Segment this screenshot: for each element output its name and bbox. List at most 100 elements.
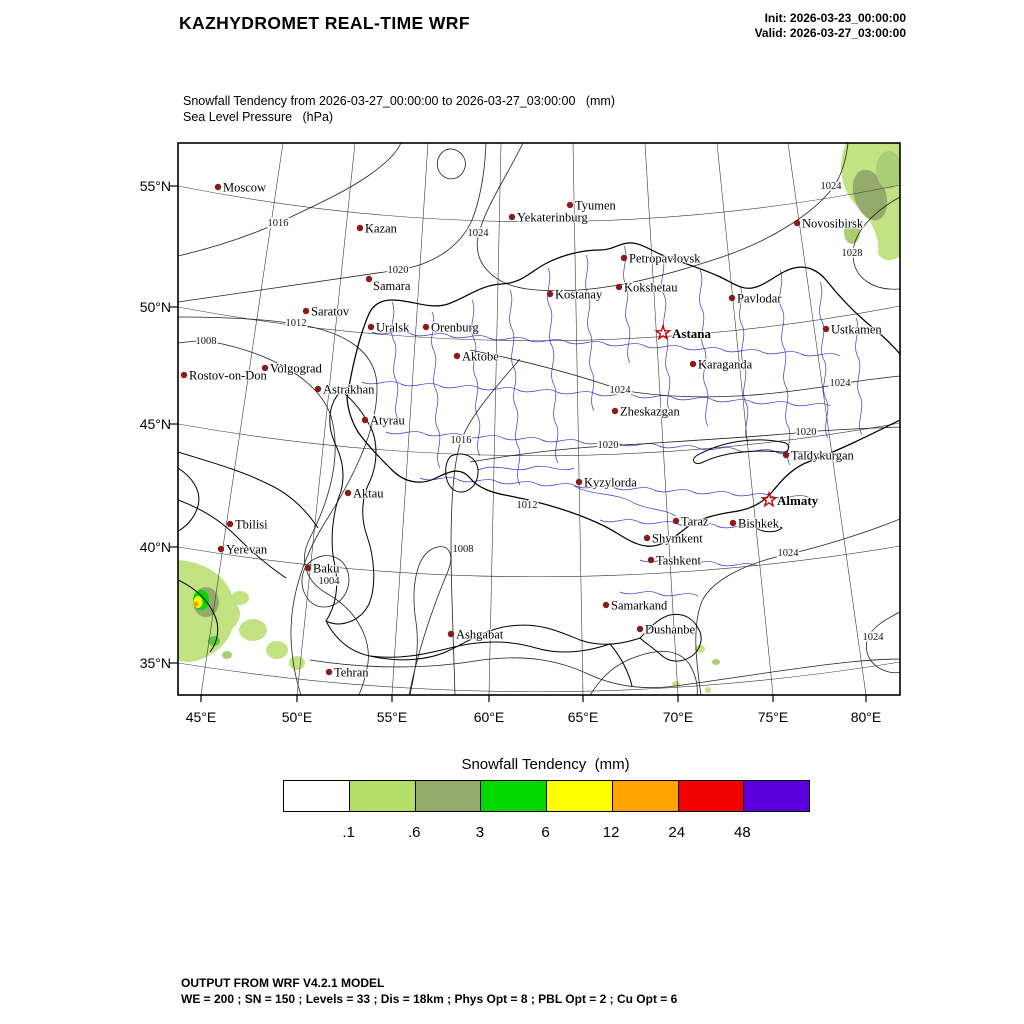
pressure-contour-label: 1020 <box>598 440 619 451</box>
city-orenburg: Orenburg <box>422 320 480 336</box>
city-label: Pavlodar <box>737 292 782 306</box>
legend-color-segment <box>744 781 809 811</box>
map-frame <box>177 142 901 696</box>
legend-color-segment <box>415 781 482 811</box>
city-yekaterinburg: Yekaterinburg <box>508 210 589 226</box>
city-petropavlovsk: Petropavlovsk <box>620 251 702 267</box>
city-label: Yerevan <box>226 543 268 557</box>
lon-axis-label: 65°E <box>568 709 599 725</box>
city-almaty: Almaty <box>760 490 820 509</box>
city-bishkek: Bishkek <box>729 516 781 532</box>
city-aktobe: Aktobe <box>453 349 500 365</box>
city-dot-icon <box>672 517 680 525</box>
legend-tick-label: 48 <box>734 824 751 841</box>
city-tehran: Tehran <box>325 665 370 681</box>
city-atyrau: Atyrau <box>361 413 406 429</box>
city-label: Kyzylorda <box>584 476 637 490</box>
city-moscow: Moscow <box>214 180 267 196</box>
city-taldykurgan: Taldykurgan <box>782 448 856 464</box>
legend-color-segment <box>349 781 416 811</box>
city-astana: Astana <box>654 323 713 342</box>
lat-axis-label: 55°N <box>140 178 171 194</box>
city-label: Yekaterinburg <box>517 211 588 225</box>
city-dot-icon <box>214 183 222 191</box>
pressure-contour-label: 1012 <box>286 318 307 329</box>
lon-axis-label: 70°E <box>663 709 694 725</box>
city-label: Orenburg <box>431 321 479 335</box>
city-aktau: Aktau <box>344 486 385 502</box>
city-dot-icon <box>729 519 737 527</box>
city-samara: Samara <box>365 275 412 294</box>
city-label: Tashkent <box>656 554 701 568</box>
city-uralsk: Uralsk <box>367 320 411 336</box>
city-label: Dushanbe <box>645 623 695 637</box>
city-dot-icon <box>620 254 628 262</box>
pressure-contour-label: 1016 <box>451 435 472 446</box>
graticule <box>178 143 900 695</box>
city-baku: Baku <box>304 561 341 577</box>
city-kostanay: Kostanay <box>546 287 604 303</box>
city-rostov-on-don: Rostov-on-Don <box>180 368 269 384</box>
city-label: Rostov-on-Don <box>189 369 268 383</box>
city-dot-icon <box>447 630 455 638</box>
pressure-contour-label: 1008 <box>196 336 217 347</box>
pressure-contour-label: 1020 <box>796 427 817 438</box>
city-dot-icon <box>453 352 461 360</box>
city-label: Petropavlovsk <box>629 252 701 266</box>
city-dot-icon <box>180 371 188 379</box>
city-label: Ashgabat <box>456 628 504 642</box>
city-label: Karaganda <box>698 358 753 372</box>
city-dot-icon <box>344 489 352 497</box>
city-label: Taldykurgan <box>791 449 855 463</box>
city-dot-icon <box>314 385 322 393</box>
city-dot-icon <box>643 534 651 542</box>
legend-tick-label: 3 <box>475 824 485 841</box>
pressure-contour-label: 1024 <box>821 181 843 192</box>
city-label: Tyumen <box>575 199 617 213</box>
city-dot-icon <box>566 201 574 209</box>
lon-axis-label: 45°E <box>186 709 217 725</box>
city-kyzylorda: Kyzylorda <box>575 475 638 491</box>
city-label: Atyrau <box>370 414 405 428</box>
map-axes: 55°N 50°N 45°N 40°N 35°N 45°E 50°E 55°E 60°E 65°E… <box>140 178 882 725</box>
city-tashkent: Tashkent <box>647 553 702 569</box>
city-label: Astrakhan <box>323 383 375 397</box>
city-novosibirsk: Novosibirsk <box>793 216 865 232</box>
city-star-icon <box>654 323 672 341</box>
lat-axis-label: 35°N <box>140 655 171 671</box>
city-label: Samara <box>373 279 411 293</box>
city-dot-icon <box>611 407 619 415</box>
city-label: Tbilisi <box>235 518 268 532</box>
city-dot-icon <box>647 556 655 564</box>
city-dot-icon <box>365 275 373 283</box>
legend-color-segment <box>678 781 745 811</box>
legend-tick-labels: .1 .6 3 6 12 24 48 <box>283 824 808 844</box>
lon-axis-label: 80°E <box>851 709 882 725</box>
city-star-icon <box>760 490 778 508</box>
city-tbilisi: Tbilisi <box>226 517 269 533</box>
legend-color-segment <box>547 781 613 811</box>
country-borders-coastlines <box>178 242 900 687</box>
legend-title: Snowfall Tendency (mm) <box>461 756 630 773</box>
admin-boundaries-rivers <box>361 245 863 597</box>
city-yerevan: Yerevan <box>217 542 269 558</box>
legend-colorbar <box>283 780 810 812</box>
city-label: Kokshetau <box>624 281 678 295</box>
pressure-contour-label: 1024 <box>468 228 490 239</box>
pressure-contour-label: 1024 <box>830 378 852 389</box>
city-karaganda: Karaganda <box>689 357 754 373</box>
city-label: Samarkand <box>611 599 668 613</box>
valid-time-label: Valid: 2026-03-27_03:00:00 <box>754 25 906 40</box>
city-dot-icon <box>602 601 610 609</box>
lon-axis-label: 55°E <box>377 709 408 725</box>
city-label: Almaty <box>777 493 819 508</box>
city-label: Saratov <box>311 305 350 319</box>
city-label: Aktau <box>353 487 384 501</box>
city-label: Kazan <box>365 222 398 236</box>
city-label: Zheskazgan <box>620 405 680 419</box>
city-dot-icon <box>356 224 364 232</box>
city-label: Uralsk <box>376 321 410 335</box>
city-label: Taraz <box>681 515 709 529</box>
legend-tick-label: 12 <box>602 824 620 841</box>
